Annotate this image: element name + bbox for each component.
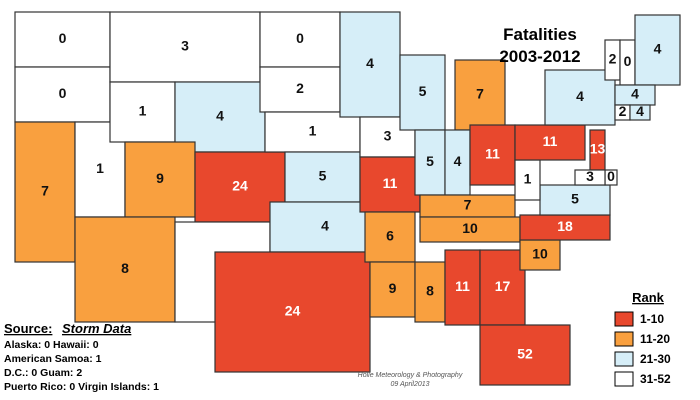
state (634, 14, 681, 86)
state-value: 7 (41, 183, 49, 199)
state-value: 4 (454, 153, 462, 169)
state-value: 11 (383, 175, 398, 191)
state (109, 81, 176, 143)
state-value: 9 (156, 170, 164, 186)
source-label: Source: (4, 321, 52, 336)
map-title: Fatalities (503, 25, 577, 44)
state (544, 69, 616, 126)
states: 0071314924830215424431169557411710811175… (14, 11, 681, 386)
state-value: 8 (121, 260, 129, 276)
legend-title: Rank (632, 290, 665, 305)
legend-label: 1-10 (640, 312, 664, 326)
state-value: 0 (59, 85, 67, 101)
state-value: 3 (586, 168, 594, 184)
state (369, 261, 416, 318)
state-value: 6 (386, 228, 394, 244)
state (469, 124, 516, 186)
legend-swatch (614, 331, 634, 347)
state-value: 5 (419, 83, 427, 99)
state-value: 10 (532, 246, 548, 262)
state-value: 1 (524, 171, 532, 187)
legend: 1-10 11-20 21-30 31-52 (614, 311, 671, 387)
state (214, 251, 371, 373)
state-value: 4 (216, 108, 224, 124)
state (514, 124, 586, 161)
state (629, 104, 651, 121)
state (414, 129, 446, 196)
state (444, 129, 471, 196)
state-value: 7 (464, 197, 472, 213)
state (454, 59, 506, 131)
state (264, 111, 361, 153)
state (124, 141, 196, 218)
state-value: 9 (389, 280, 397, 296)
note: Puerto Rico: 0 Virgin Islands: 1 (4, 381, 159, 393)
state-value: 24 (285, 303, 301, 319)
state-value: 8 (426, 283, 434, 299)
state-value: 10 (462, 220, 478, 236)
state (414, 261, 446, 323)
state-value: 11 (485, 146, 500, 162)
credit: 09 April2013 (390, 381, 429, 388)
source-name: Storm Data (62, 321, 131, 336)
state (574, 169, 606, 186)
state-value: 4 (321, 218, 329, 234)
state-value: 4 (636, 103, 644, 119)
state (14, 121, 76, 263)
state-value: 4 (366, 55, 374, 71)
state-value: 3 (384, 128, 392, 144)
legend-label: 11-20 (640, 332, 670, 346)
state-value: 17 (495, 278, 511, 294)
state-value: 1 (139, 103, 147, 119)
state-value: 52 (517, 346, 533, 362)
state-value: 0 (296, 30, 304, 46)
state-value: 11 (543, 133, 558, 149)
note: D.C.: 0 Guam: 2 (4, 367, 82, 379)
state-value: 5 (426, 153, 434, 169)
state (14, 66, 111, 123)
legend-swatch (614, 371, 634, 387)
state-value: 1 (309, 123, 317, 139)
state-value: 24 (232, 178, 248, 194)
state-value: 18 (557, 218, 573, 234)
state-value: 1 (96, 160, 104, 176)
state (339, 11, 401, 118)
map-title: 2003-2012 (499, 47, 580, 66)
state-value: 0 (607, 168, 615, 184)
state (174, 81, 266, 153)
state-value: 7 (476, 86, 484, 102)
legend-swatch (614, 311, 634, 327)
state-value: 2 (619, 103, 627, 119)
state (419, 216, 521, 243)
legend-label: 31-52 (640, 372, 671, 386)
state-value: 4 (654, 41, 662, 57)
state (479, 249, 526, 326)
state-value: 5 (319, 168, 327, 184)
state-value: 3 (181, 38, 189, 54)
state (364, 211, 416, 263)
credit: Holle Meteorology & Photography (358, 372, 463, 379)
state-value: 0 (59, 30, 67, 46)
state-value: 4 (631, 86, 639, 102)
state (259, 66, 341, 113)
legend-label: 21-30 (640, 352, 671, 366)
state-value: 4 (576, 88, 584, 104)
legend-swatch (614, 351, 634, 367)
note: American Samoa: 1 (4, 353, 102, 365)
state-value: 13 (590, 141, 606, 157)
state (14, 11, 111, 68)
state-value: 0 (624, 53, 632, 69)
state (479, 324, 571, 386)
state (539, 184, 611, 216)
state-value: 2 (609, 51, 617, 67)
state-value: 11 (455, 278, 470, 294)
state-value: 5 (571, 191, 579, 207)
state-value: 2 (296, 80, 304, 96)
state (444, 249, 481, 326)
note: Alaska: 0 Hawaii: 0 (4, 339, 99, 351)
state (519, 239, 561, 271)
